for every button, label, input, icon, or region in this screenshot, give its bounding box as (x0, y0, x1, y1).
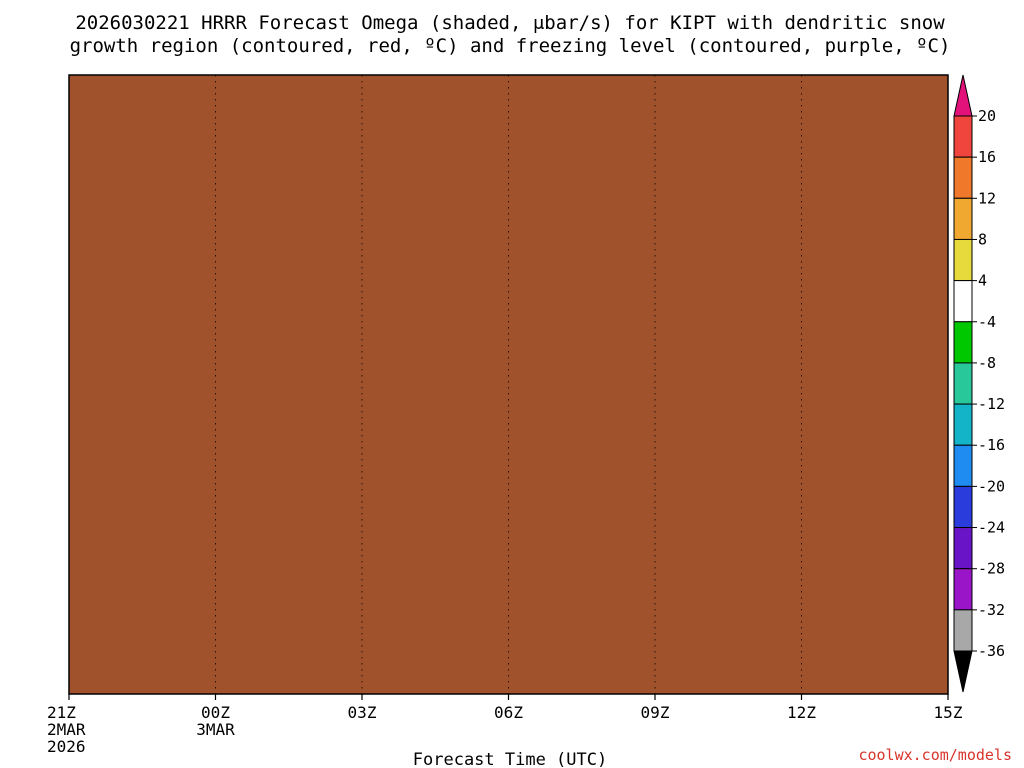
colorbar-swatch-4 (953, 280, 973, 323)
colorbar-bottom-arrow (953, 650, 973, 693)
x-tick-label-15-0: 12Z (787, 703, 816, 722)
x-tick-label-0-0: 21Z (47, 703, 76, 722)
colorbar-label-6: -8 (978, 354, 996, 372)
x-tick-label-3-1: 3MAR (196, 720, 235, 739)
colorbar-label-11: -28 (978, 560, 1005, 578)
colorbar-swatch-1 (953, 156, 973, 199)
colorbar-swatch-10 (953, 527, 973, 570)
colorbar-label-4: 4 (978, 272, 987, 290)
colorbar-top-arrow (953, 74, 973, 117)
colorbar: 20 16 12 8 4 -4 -8 -12 -16 -20 -24 -28 -32 -36 (953, 74, 1005, 693)
site-credit: coolwx.com/models (858, 746, 1012, 764)
colorbar-swatch-11 (953, 568, 973, 611)
x-tick-label-0-1: 2MAR (47, 720, 86, 739)
colorbar-swatch-9 (953, 485, 973, 529)
colorbar-label-10: -24 (978, 519, 1005, 537)
colorbar-swatch-0 (953, 115, 973, 158)
colorbar-swatch-12 (953, 609, 973, 652)
x-tick-label-9-0: 06Z (494, 703, 523, 722)
colorbar-swatch-5 (953, 321, 973, 364)
chart-title-line-2: growth region (contoured, red, ºC) and f… (70, 35, 951, 57)
grid-layer (215, 75, 802, 694)
chart-title-line-1: 2026030221 HRRR Forecast Omega (shaded, … (75, 12, 945, 34)
ground-layer (69, 75, 948, 694)
colorbar-swatch-3 (953, 238, 973, 282)
x-axis-title: Forecast Time (UTC) (413, 750, 607, 768)
colorbar-swatch-7 (953, 403, 973, 446)
x-tick-label-18-0: 15Z (934, 703, 963, 722)
x-tick-label-0-2: 2026 (47, 737, 86, 756)
colorbar-label-13: -36 (978, 642, 1005, 660)
plot-area: -18-12 (69, 75, 948, 694)
terrain-surface (69, 75, 948, 694)
colorbar-label-7: -12 (978, 395, 1005, 413)
colorbar-label-9: -20 (978, 477, 1005, 495)
x-tick-label-6-0: 03Z (348, 703, 377, 722)
colorbar-label-8: -16 (978, 436, 1005, 454)
colorbar-swatch-6 (953, 362, 973, 405)
colorbar-label-5: -4 (978, 313, 996, 331)
colorbar-swatch-8 (953, 444, 973, 487)
x-tick-label-3-0: 00Z (201, 703, 230, 722)
colorbar-label-1: 16 (978, 148, 996, 166)
colorbar-swatch-2 (953, 197, 973, 240)
colorbar-label-2: 12 (978, 189, 996, 207)
colorbar-label-12: -32 (978, 601, 1005, 619)
x-tick-label-12-0: 09Z (641, 703, 670, 722)
colorbar-label-0: 20 (978, 107, 996, 125)
colorbar-label-3: 8 (978, 230, 987, 248)
